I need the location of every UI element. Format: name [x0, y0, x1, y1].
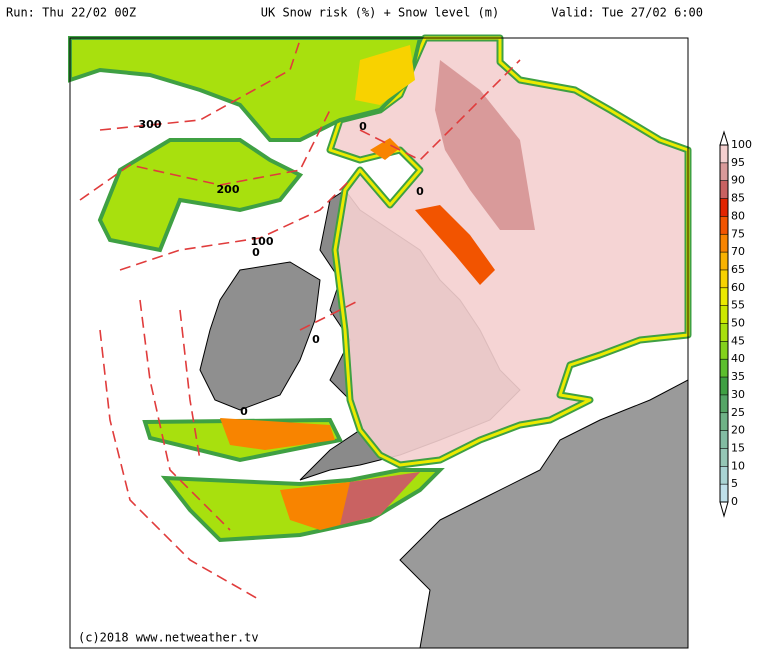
colorbar-segment [720, 448, 728, 467]
contour [139, 299, 231, 531]
colorbar-segment [720, 162, 728, 181]
contour [359, 59, 521, 161]
colorbar-label: 75 [731, 227, 745, 240]
contour-label: 0 [416, 185, 424, 198]
colorbar-top-arrow [719, 130, 729, 146]
colorbar-label: 20 [731, 424, 745, 437]
snow-risk-west [68, 36, 445, 543]
colorbar-segment [720, 216, 728, 235]
colorbar-segment [720, 269, 728, 288]
contour [179, 309, 201, 461]
colorbar-segment [720, 466, 728, 485]
colorbar-label: 80 [731, 209, 745, 222]
colorbar-label: 40 [731, 352, 745, 365]
colorbar-label: 85 [731, 192, 745, 205]
kerry-orange [220, 418, 335, 450]
colorbar-segment [720, 234, 728, 253]
orange-patch [370, 138, 400, 160]
colorbar-label: 5 [731, 477, 738, 490]
colorbar-segment [720, 252, 728, 270]
contour-label: 100 [251, 235, 274, 248]
ireland [199, 261, 321, 411]
red-band [415, 205, 495, 285]
colorbar-label: 100 [731, 138, 752, 151]
colorbar: 0 5 10 15 20 25 30 35 40 45 50 55 60 65 70 75 80 85 90 95 10… [719, 130, 752, 518]
yellow-patch [355, 45, 415, 105]
contour-label: 0 [240, 405, 248, 418]
colorbar-segment [720, 323, 728, 342]
colorbar-label: 90 [731, 174, 745, 187]
continent [399, 379, 689, 649]
colorbar-segment [720, 287, 728, 306]
colorbar-label: 60 [731, 281, 745, 294]
contour-label: 300 [139, 118, 162, 131]
run-label: Run: Thu 22/02 00Z [6, 6, 136, 20]
map [68, 34, 692, 649]
colorbar-label: 30 [731, 388, 745, 401]
colorbar-segment [720, 377, 728, 395]
colorbar-segment [720, 180, 728, 199]
contour-label: 200 [217, 183, 240, 196]
colorbar-segment [720, 394, 728, 413]
map-title: UK Snow risk (%) + Snow level (m) [261, 6, 499, 20]
contour [99, 329, 261, 601]
contour-label: 0 [359, 120, 367, 133]
colorbar-segment [720, 341, 728, 360]
darker-zone [435, 60, 535, 230]
contour [299, 299, 361, 331]
colorbar-segment [720, 359, 728, 378]
colorbar-bottom-arrow [719, 501, 729, 518]
colorbar-label: 10 [731, 459, 745, 472]
colorbar-segment [720, 198, 728, 217]
contour [79, 109, 331, 201]
map-frame [69, 37, 689, 649]
colorbar-segment [720, 305, 728, 324]
colorbar-segment [720, 430, 728, 449]
colorbar-label: 0 [731, 495, 738, 508]
colorbar-label: 25 [731, 406, 745, 419]
colorbar-label: 65 [731, 263, 745, 276]
colorbar-segment [720, 484, 728, 502]
contour-label: 0 [252, 246, 260, 259]
colorbar-segment [720, 412, 728, 431]
colorbar-label: 95 [731, 156, 745, 169]
contour-label: 0 [312, 333, 320, 346]
colorbar-segment [720, 145, 728, 163]
colorbar-label: 50 [731, 317, 745, 330]
colorbar-label: 70 [731, 245, 745, 258]
colorbar-frame [719, 144, 729, 503]
valid-label: Valid: Tue 27/02 6:00 [551, 6, 703, 20]
colorbar-label: 55 [731, 299, 745, 312]
snow-risk-high [326, 34, 692, 469]
colorbar-label: 15 [731, 441, 745, 454]
channel-dark [340, 472, 420, 525]
atlantic-band [97, 138, 304, 253]
colorbar-label: 35 [731, 370, 745, 383]
copyright: (c)2018 www.netweather.tv [78, 631, 259, 645]
contour [119, 179, 351, 271]
colorbar-label: 45 [731, 334, 745, 347]
snow-level-contours [79, 39, 521, 601]
